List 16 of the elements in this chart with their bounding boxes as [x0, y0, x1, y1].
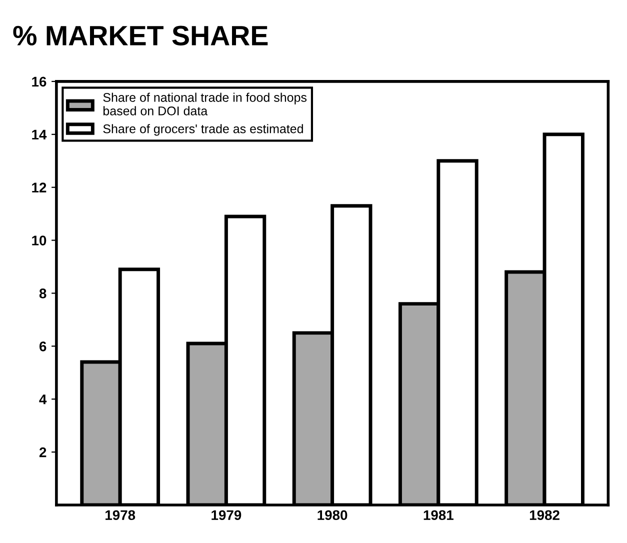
- legend-label: Share of national trade in food shops based on DOI data: [103, 92, 307, 116]
- chart-title: % MARKET SHARE: [13, 26, 268, 46]
- x-tick-label: 1978: [106, 510, 136, 520]
- y-tick-label: 10: [32, 236, 46, 246]
- x-tick-label: 1982: [530, 510, 560, 520]
- x-tick-label: 1981: [424, 510, 454, 520]
- y-tick-label: 4: [39, 394, 47, 404]
- x-tick-label: 1979: [212, 510, 242, 520]
- y-tick-label: 8: [39, 288, 46, 298]
- x-tick-label: 1980: [318, 510, 348, 520]
- y-tick-label: 2: [39, 447, 46, 458]
- y-tick-label: 16: [32, 76, 46, 87]
- y-tick-label: 14: [32, 130, 47, 140]
- y-tick-label: 6: [39, 341, 46, 352]
- y-tick-label: 12: [32, 182, 46, 192]
- legend-label: Share of grocers' trade as estimated: [103, 124, 303, 136]
